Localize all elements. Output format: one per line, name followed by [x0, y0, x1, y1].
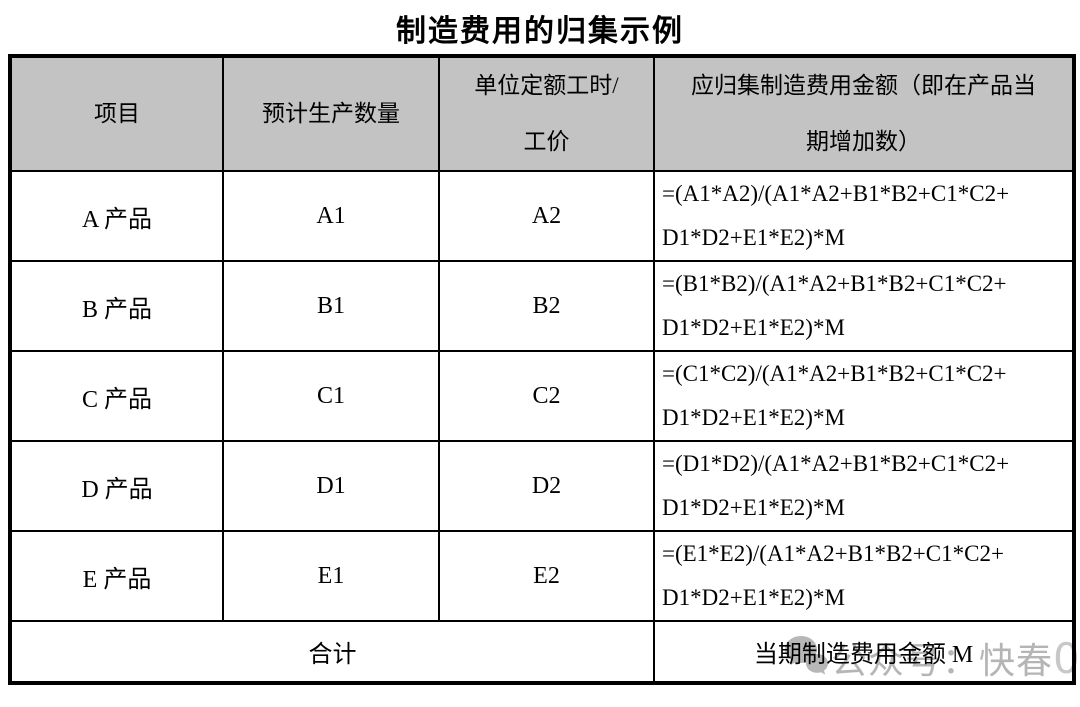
table-container: 公众号：快春 001 项目 预计生产数量 单位定额工时/ 工价 应归集制造费用金…: [8, 54, 1080, 685]
cell-item: D 产品: [9, 440, 224, 532]
cost-allocation-table: 项目 预计生产数量 单位定额工时/ 工价 应归集制造费用金额（即在产品当 期增加…: [8, 54, 1076, 685]
total-row: 合计 当期制造费用金额 M: [9, 620, 1075, 684]
formula-line: D1*D2+E1*E2)*M: [662, 495, 845, 520]
cell-item: B 产品: [9, 260, 224, 352]
header-line: 单位定额工时/: [474, 73, 619, 98]
cell-formula: =(E1*E2)/(A1*A2+B1*B2+C1*C2+ D1*D2+E1*E2…: [653, 530, 1075, 622]
table-row: E 产品 E1 E2 =(E1*E2)/(A1*A2+B1*B2+C1*C2+ …: [9, 530, 1075, 622]
cell-quantity: C1: [222, 350, 440, 442]
formula-line: D1*D2+E1*E2)*M: [662, 315, 845, 340]
table-row: A 产品 A1 A2 =(A1*A2)/(A1*A2+B1*B2+C1*C2+ …: [9, 170, 1075, 262]
formula-line: D1*D2+E1*E2)*M: [662, 225, 845, 250]
cell-quantity: D1: [222, 440, 440, 532]
header-quantity: 预计生产数量: [222, 55, 440, 172]
page-title: 制造费用的归集示例: [396, 15, 684, 48]
cell-item: C 产品: [9, 350, 224, 442]
formula-line: =(B1*B2)/(A1*A2+B1*B2+C1*C2+: [662, 271, 1007, 296]
header-line: 应归集制造费用金额（即在产品当: [691, 73, 1036, 98]
cell-item: E 产品: [9, 530, 224, 622]
cell-formula: =(C1*C2)/(A1*A2+B1*B2+C1*C2+ D1*D2+E1*E2…: [653, 350, 1075, 442]
table-row: C 产品 C1 C2 =(C1*C2)/(A1*A2+B1*B2+C1*C2+ …: [9, 350, 1075, 442]
header-amount: 应归集制造费用金额（即在产品当 期增加数）: [653, 55, 1075, 172]
cell-rate: E2: [438, 530, 655, 622]
cell-formula: =(B1*B2)/(A1*A2+B1*B2+C1*C2+ D1*D2+E1*E2…: [653, 260, 1075, 352]
header-item: 项目: [9, 55, 224, 172]
cell-quantity: B1: [222, 260, 440, 352]
total-value: 当期制造费用金额 M: [653, 620, 1075, 684]
header-row: 项目 预计生产数量 单位定额工时/ 工价 应归集制造费用金额（即在产品当 期增加…: [9, 55, 1075, 172]
formula-line: =(A1*A2)/(A1*A2+B1*B2+C1*C2+: [662, 181, 1010, 206]
header-unit-hours: 单位定额工时/ 工价: [438, 55, 655, 172]
cell-formula: =(A1*A2)/(A1*A2+B1*B2+C1*C2+ D1*D2+E1*E2…: [653, 170, 1075, 262]
document-page: 制造费用的归集示例 公众号：快春 001 项目 预计生产: [8, 15, 1080, 685]
total-label: 合计: [9, 620, 655, 684]
cell-rate: C2: [438, 350, 655, 442]
cell-rate: D2: [438, 440, 655, 532]
cell-item: A 产品: [9, 170, 224, 262]
cell-rate: B2: [438, 260, 655, 352]
table-row: D 产品 D1 D2 =(D1*D2)/(A1*A2+B1*B2+C1*C2+ …: [9, 440, 1075, 532]
table-row: B 产品 B1 B2 =(B1*B2)/(A1*A2+B1*B2+C1*C2+ …: [9, 260, 1075, 352]
formula-line: =(C1*C2)/(A1*A2+B1*B2+C1*C2+: [662, 361, 1007, 386]
cell-quantity: E1: [222, 530, 440, 622]
formula-line: =(E1*E2)/(A1*A2+B1*B2+C1*C2+: [662, 541, 1004, 566]
formula-line: D1*D2+E1*E2)*M: [662, 405, 845, 430]
cell-formula: =(D1*D2)/(A1*A2+B1*B2+C1*C2+ D1*D2+E1*E2…: [653, 440, 1075, 532]
cell-rate: A2: [438, 170, 655, 262]
header-line: 工价: [523, 129, 570, 154]
header-line: 期增加数）: [806, 129, 921, 154]
formula-line: =(D1*D2)/(A1*A2+B1*B2+C1*C2+: [662, 451, 1010, 476]
cell-quantity: A1: [222, 170, 440, 262]
formula-line: D1*D2+E1*E2)*M: [662, 585, 845, 610]
